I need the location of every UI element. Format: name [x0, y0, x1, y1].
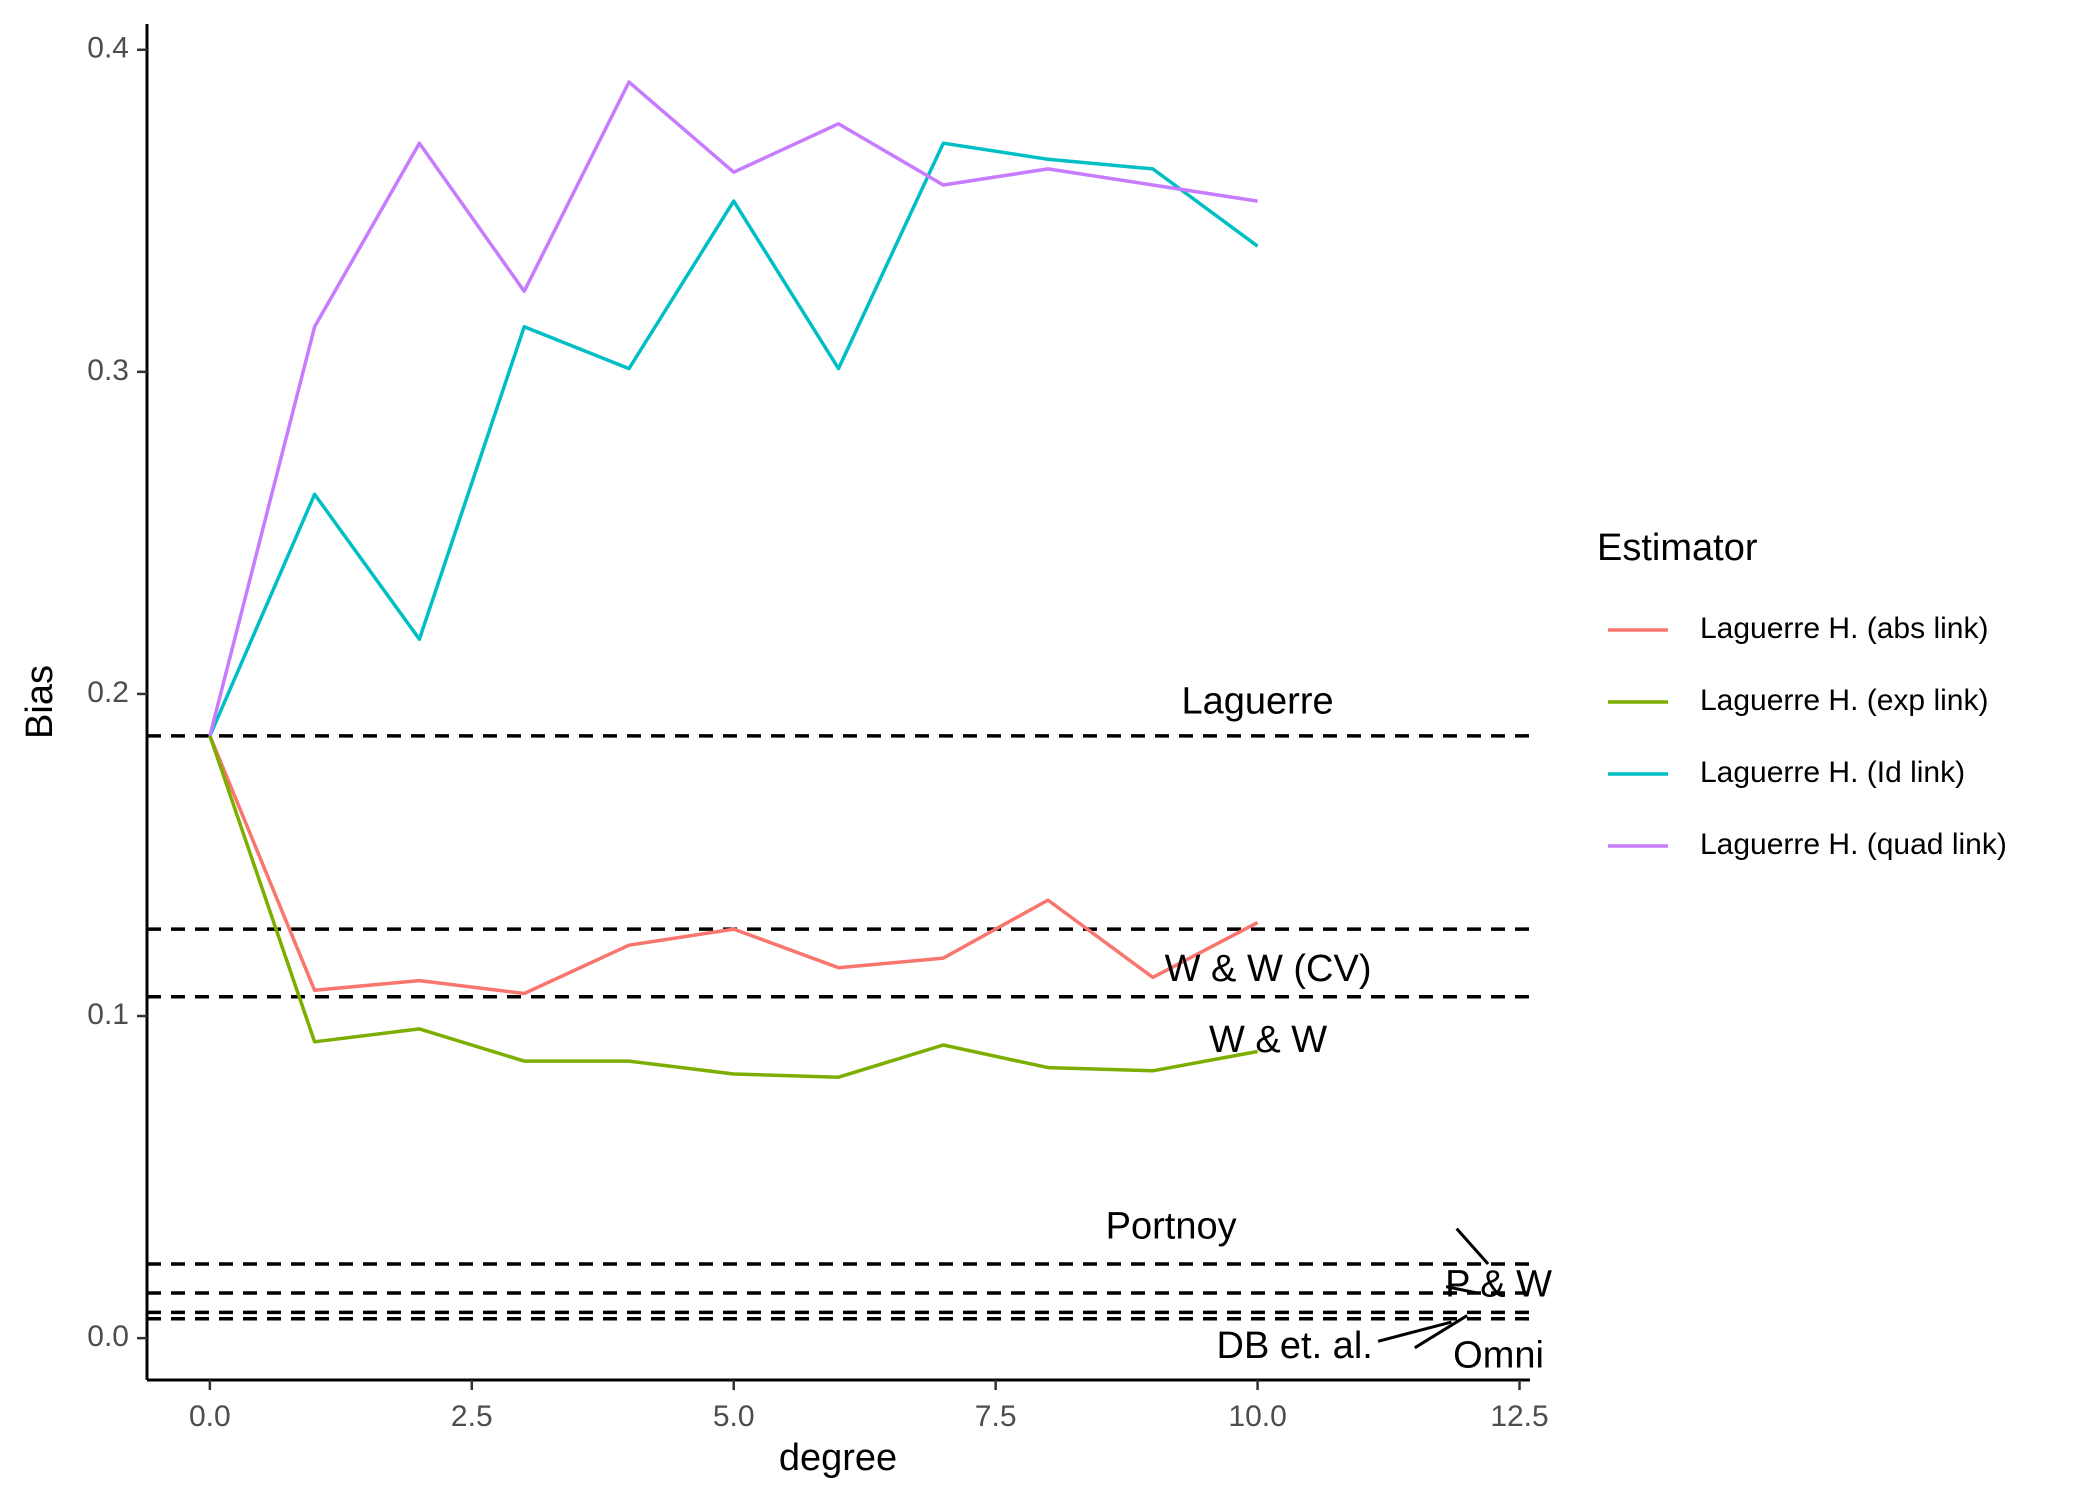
legend-label-laguerre-h-abs-link: Laguerre H. (abs link): [1700, 612, 1988, 645]
x-tick-label: 12.5: [1490, 1400, 1548, 1433]
leader-line-p-w: [1445, 1285, 1478, 1295]
annotation-db-et-al: DB et. al.: [1217, 1325, 1373, 1367]
legend-label-laguerre-h-exp-link: Laguerre H. (exp link): [1700, 684, 1988, 717]
x-tick-label: 0.0: [189, 1400, 231, 1433]
series-line-laguerre-h-abs-link: [208, 735, 1259, 996]
x-tick-label: 2.5: [451, 1400, 493, 1433]
leader-line-portnoy: [1455, 1227, 1490, 1266]
series-lines: [208, 80, 1259, 1079]
annotation-omni: Omni: [1453, 1334, 1544, 1376]
x-axis-title: degree: [779, 1437, 897, 1479]
annotation-p-w: P & W: [1445, 1264, 1552, 1306]
annotation-laguerre: Laguerre: [1182, 681, 1334, 723]
axes: [145, 24, 1530, 1382]
annotation-w-w-cv: W & W (CV): [1165, 948, 1372, 990]
series-line-laguerre-h-quad-link: [208, 80, 1258, 737]
x-tick-label: 10.0: [1228, 1400, 1286, 1433]
legend-title: Estimator: [1597, 527, 1758, 569]
reference-lines: [147, 734, 1530, 1321]
x-axis-ticks: 0.0 2.5 5.0 7.5 10.0 12.5: [189, 1380, 1549, 1433]
y-axis-title: Bias: [19, 665, 61, 739]
y-tick-label: 0.0: [87, 1320, 129, 1353]
legend: Estimator Laguerre H. (abs link) Laguerre…: [1597, 527, 2007, 861]
leader-line-db-et-al: [1377, 1320, 1452, 1343]
reference-line-labels: Laguerre W & W (CV) W & W Portnoy P & W Omni D…: [1106, 681, 1553, 1377]
y-tick-label: 0.4: [87, 32, 129, 65]
y-axis-ticks: 0.0 0.1 0.2 0.3 0.4: [87, 32, 147, 1353]
y-tick-label: 0.2: [87, 676, 129, 709]
leader-line-omni: [1413, 1314, 1468, 1350]
series-line-laguerre-h-exp-link: [208, 735, 1258, 1079]
legend-label-laguerre-h-id-link: Laguerre H. (Id link): [1700, 756, 1965, 789]
series-line-laguerre-h-id-link: [208, 141, 1259, 737]
annotation-w-w: W & W: [1209, 1019, 1327, 1061]
annotation-portnoy: Portnoy: [1106, 1206, 1237, 1248]
x-tick-label: 5.0: [713, 1400, 755, 1433]
x-tick-label: 7.5: [975, 1400, 1017, 1433]
y-tick-label: 0.1: [87, 998, 129, 1031]
y-tick-label: 0.3: [87, 354, 129, 387]
legend-label-laguerre-h-quad-link: Laguerre H. (quad link): [1700, 828, 2007, 861]
